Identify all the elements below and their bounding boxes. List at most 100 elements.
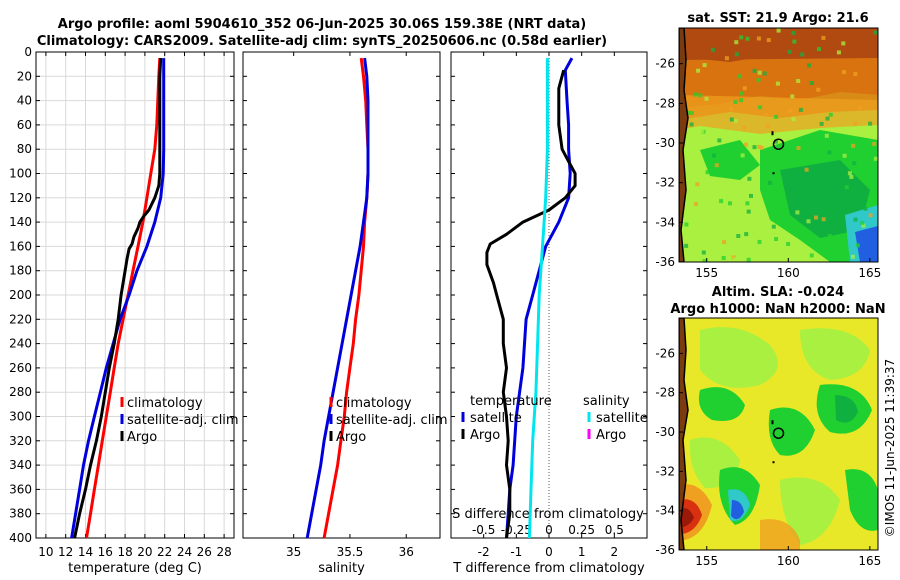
x-tick-label: 35: [286, 545, 301, 559]
difference-panel: -2 -1 0 1 2 T difference from climatology S di…: [450, 51, 648, 576]
map-lat-label: -32: [655, 176, 675, 190]
legend-label: satellite: [596, 411, 648, 426]
map-pixel: [868, 213, 873, 218]
x-axis-label: temperature (deg C): [68, 561, 202, 576]
map-pixel: [766, 123, 770, 128]
map-pixel: [702, 259, 707, 262]
sla-map-title-line2: Argo h1000: NaN h2000: NaN: [670, 302, 885, 317]
map-pixel: [717, 138, 722, 143]
x-tick-label: 12: [58, 545, 73, 559]
map-pixel: [758, 105, 763, 110]
map-pixel: [844, 185, 849, 190]
legend-label: satellite: [470, 411, 522, 426]
map-lon-label: 165: [858, 266, 881, 280]
map-frame: [678, 27, 879, 263]
map-region-brown: [679, 28, 780, 62]
map-pixel: [720, 132, 725, 137]
map-region-green: [698, 387, 745, 421]
map-pixel: [721, 256, 726, 260]
profile-track-mark: [772, 461, 775, 464]
map-lat-label: -36: [655, 255, 675, 269]
map-pixel: [714, 163, 719, 168]
map-lon-label: 155: [695, 554, 718, 568]
map-pixel: [809, 179, 814, 184]
map-pixel: [684, 243, 689, 248]
map-pixel: [737, 74, 742, 79]
map-pixel: [796, 146, 801, 151]
map-pixel: [836, 50, 841, 55]
x-tick-label: 24: [177, 545, 192, 559]
map-pixel: [790, 94, 795, 99]
map-pixel: [855, 243, 860, 248]
map-pixel: [737, 163, 742, 168]
map-frame: [678, 317, 879, 551]
x-tick-label: 36: [399, 545, 414, 559]
map-pixel: [744, 232, 749, 237]
map-pixel: [742, 125, 747, 130]
map-pixel: [749, 193, 753, 198]
x-tick-label: 2: [611, 545, 619, 559]
map-pixel: [757, 239, 762, 244]
map-pixel: [809, 81, 814, 85]
map-pixel: [745, 201, 750, 206]
map-lat-label: -30: [655, 136, 675, 150]
map-pixel: [873, 30, 878, 35]
map-lat-label: -28: [655, 96, 675, 110]
map-pixel: [722, 240, 727, 245]
map-pixel: [740, 189, 745, 194]
map-region-lime: [780, 477, 840, 545]
map-pixel: [804, 167, 809, 172]
x-tick-label: 1: [578, 545, 586, 559]
map-pixel: [689, 111, 694, 115]
temperature-panel: 10 12 14 16 18 20 22 24 26 28 temperature (deg C) 0…: [9, 45, 239, 576]
map-pixel: [819, 121, 824, 126]
y-tick-label: 340: [9, 458, 32, 472]
map-pixel: [837, 192, 842, 196]
map-region-green: [768, 407, 815, 456]
map-pixel: [698, 93, 703, 98]
map-pixel: [821, 217, 826, 222]
map-pixel: [841, 41, 846, 46]
y-tick-label: 360: [9, 482, 32, 496]
sst-map: 155 160 165 -26 -28 -30 -32 -34 -36: [655, 27, 881, 280]
series-salinity-satellite: [527, 58, 549, 539]
map-pixel: [824, 133, 829, 138]
map-pixel: [857, 105, 862, 110]
map-pixel: [849, 174, 854, 179]
map-pixel: [759, 145, 764, 150]
y-tick-label: 400: [9, 531, 32, 545]
map-pixel: [842, 70, 847, 75]
map-lon-label: 160: [777, 266, 800, 280]
legend-label: Argo: [470, 428, 500, 443]
y-tick-label: 40: [17, 94, 32, 108]
map-region-amber: [760, 519, 800, 550]
legend-heading-salinity: salinity: [583, 394, 630, 409]
x-tick-label: 26: [197, 545, 212, 559]
map-region-lime: [800, 328, 870, 380]
map-pixel: [800, 52, 805, 57]
map-pixel: [752, 145, 757, 150]
y-tick-label: 100: [9, 167, 32, 181]
x-tick-label: -1: [510, 545, 522, 559]
map-pixel: [742, 86, 747, 91]
x-tick-label: 0: [545, 545, 553, 559]
map-pixel: [868, 121, 873, 126]
map-pixel: [847, 149, 851, 154]
map-pixel: [705, 170, 710, 175]
y-tick-label: 120: [9, 191, 32, 205]
x-tick-label: -2: [478, 545, 490, 559]
map-pixel: [842, 153, 847, 158]
y-tick-label: 180: [9, 264, 32, 278]
map-pixel: [715, 187, 720, 192]
profile-location-marker: [772, 427, 785, 439]
map-pixel: [731, 207, 736, 212]
map-pixel: [746, 257, 751, 262]
top-tick-label: 0: [545, 523, 553, 537]
y-tick-label: 260: [9, 361, 32, 375]
x-tick-label: 10: [38, 545, 53, 559]
x-tick-label: 18: [117, 545, 132, 559]
map-pixel: [700, 129, 705, 134]
map-pixel: [740, 153, 745, 158]
series-temperature-satellite: [505, 57, 574, 539]
map-pixel: [686, 110, 691, 115]
